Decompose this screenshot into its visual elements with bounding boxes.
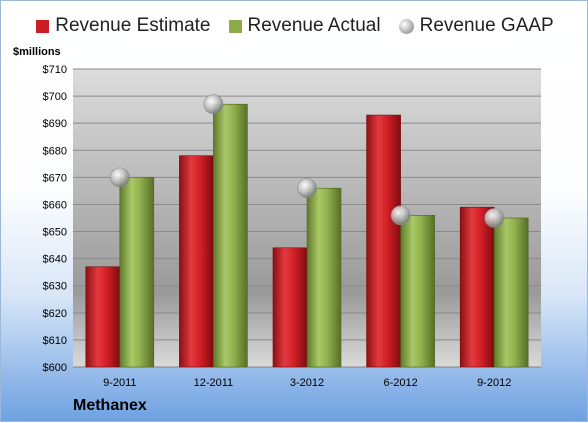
marker-revenue-gaap [297,178,317,198]
legend-swatch-revenue-estimate [36,19,50,33]
legend-item-revenue-estimate: Revenue Estimate [36,15,211,37]
legend-swatch-revenue-actual [228,19,242,33]
y-tick-label: $690 [43,118,67,130]
y-axis-unit-label: $millions [13,46,61,58]
x-tick-label: 9-2011 [103,377,136,389]
x-tick-label: 12-2011 [194,377,234,389]
marker-revenue-gaap [390,205,411,226]
bar-revenue-estimate [459,206,495,368]
bar-revenue-actual [119,177,155,368]
legend-item-revenue-gaap: Revenue GAAP [398,15,554,37]
y-tick-label: $710 [43,64,67,76]
legend-item-revenue-actual: Revenue Actual [228,15,381,37]
bar-revenue-actual [306,187,342,368]
y-tick-label: $660 [43,199,67,211]
bar-revenue-actual [400,214,435,368]
y-tick-label: $600 [43,362,67,374]
y-tick-label: $680 [43,145,67,157]
company-name: Methanex [73,397,147,414]
y-tick-label: $640 [43,254,67,266]
legend-label-revenue-gaap: Revenue GAAP [419,15,554,36]
y-tick-label: $700 [43,91,67,103]
legend-label-revenue-actual: Revenue Actual [247,15,381,36]
bar-revenue-estimate [85,266,121,368]
legend-swatch-revenue-gaap [398,18,414,34]
x-tick-label: 3-2012 [290,377,324,389]
bar-revenue-estimate [366,114,401,368]
legend: Revenue Estimate Revenue Actual Revenue … [1,15,588,37]
y-tick-label: $630 [43,281,67,293]
bar-revenue-estimate [179,155,214,368]
y-tick-label: $670 [43,172,67,184]
y-tick-label: $620 [43,308,67,320]
y-tick-label: $650 [43,227,67,239]
marker-revenue-gaap [110,167,130,188]
bar-revenue-estimate [272,247,308,368]
y-tick-label: $610 [43,335,67,347]
marker-revenue-gaap [203,94,224,115]
x-tick-label: 9-2012 [477,377,511,389]
bar-revenue-actual [493,217,529,368]
x-tick-label: 6-2012 [383,377,417,389]
bar-revenue-actual [213,103,248,368]
marker-revenue-gaap [484,208,505,228]
legend-label-revenue-estimate: Revenue Estimate [55,15,211,36]
